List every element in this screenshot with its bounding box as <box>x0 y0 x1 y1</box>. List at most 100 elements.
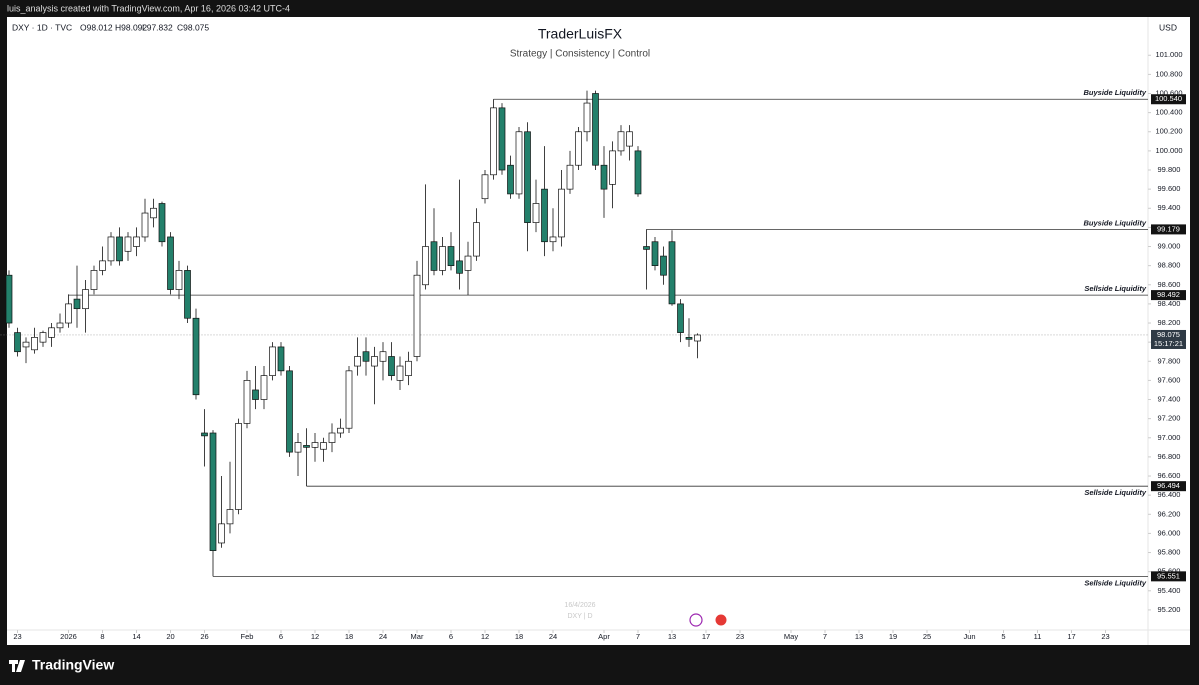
y-tick-label: 100.800 <box>1155 69 1182 78</box>
candle-body <box>447 246 455 266</box>
chart-subtitle: Strategy | Consistency | Control <box>510 49 650 60</box>
y-tick-label: 101.000 <box>1155 50 1182 59</box>
candle-body <box>685 337 693 340</box>
candle-body <box>549 236 557 243</box>
x-tick-label: 11 <box>1034 632 1042 641</box>
candle-body <box>192 317 200 396</box>
candle-body <box>490 107 497 176</box>
event-icon[interactable] <box>689 613 703 627</box>
candle-body <box>56 322 64 329</box>
candle-body <box>286 370 293 453</box>
level-label: Sellside Liquidity <box>1084 284 1147 293</box>
candle-body <box>150 207 157 219</box>
candle-body <box>524 131 531 223</box>
candle-body <box>201 432 208 437</box>
candle-body <box>668 241 676 305</box>
y-tick-label: 100.600 <box>1155 88 1182 97</box>
candle-body <box>209 432 217 551</box>
level-price-box <box>1151 571 1186 582</box>
candle-body <box>379 351 387 362</box>
x-tick-label: 24 <box>549 632 557 641</box>
x-tick-label: 14 <box>132 632 140 641</box>
candle-body <box>320 442 327 450</box>
candle-body <box>600 164 608 190</box>
candle-body <box>541 188 548 243</box>
candle-body <box>609 150 616 185</box>
level-price-box <box>1151 94 1186 105</box>
candle-body <box>226 509 234 525</box>
candle-body <box>660 255 667 276</box>
candle-body <box>532 203 540 223</box>
candle-body <box>337 427 344 434</box>
x-tick-label: 12 <box>311 632 319 641</box>
candle-body <box>31 337 38 351</box>
candle-body <box>362 351 370 362</box>
y-tick-label: 99.800 <box>1158 165 1181 174</box>
candle-body <box>73 298 81 310</box>
candle-body <box>303 445 310 448</box>
x-tick-label: 6 <box>449 632 453 641</box>
candle-body <box>22 341 30 348</box>
level-price-box <box>1151 224 1186 235</box>
chart-title: TraderLuisFX <box>538 26 623 42</box>
credit: luis_analysis created with TradingView.c… <box>7 3 290 13</box>
candle-body <box>498 107 506 171</box>
x-tick-label: 13 <box>668 632 676 641</box>
x-tick-label: 18 <box>515 632 523 641</box>
y-tick-label: 97.600 <box>1158 375 1181 384</box>
x-tick-label: 25 <box>923 632 931 641</box>
last-price-label: 98.075 <box>1157 330 1180 339</box>
candle-body <box>651 241 659 266</box>
level-label: Sellside Liquidity <box>1084 578 1147 587</box>
countdown: 15:17:21 <box>1154 339 1183 348</box>
candle-body <box>634 150 642 195</box>
level-price-box <box>1151 290 1186 301</box>
brand-logo <box>9 660 25 672</box>
y-tick-label: 96.000 <box>1158 528 1181 537</box>
candle-body <box>388 356 395 376</box>
level-price-label: 95.551 <box>1157 571 1180 580</box>
candle-body <box>328 432 336 443</box>
currency: USD <box>1159 22 1177 32</box>
x-tick-label: 13 <box>855 632 863 641</box>
candle-body <box>269 346 276 376</box>
candle-body <box>235 423 242 510</box>
candle-body <box>260 375 268 400</box>
y-tick-label: 98.600 <box>1158 280 1181 289</box>
x-tick-label: 7 <box>636 632 640 641</box>
candle-body <box>116 236 123 262</box>
y-tick-label: 97.000 <box>1158 433 1181 442</box>
level-label: Buyside Liquidity <box>1083 88 1146 97</box>
candle-body <box>141 212 149 238</box>
y-tick-label: 99.000 <box>1158 242 1181 251</box>
candle-body <box>575 131 582 166</box>
event-icon[interactable] <box>714 613 728 627</box>
candle-body <box>5 274 13 324</box>
level-price-label: 99.179 <box>1157 224 1180 233</box>
candle-body <box>65 303 72 324</box>
x-tick-label: 24 <box>379 632 387 641</box>
candle-body <box>124 236 132 252</box>
candle-body <box>294 442 302 453</box>
x-tick-label: 12 <box>481 632 489 641</box>
level-price-label: 100.540 <box>1155 94 1182 103</box>
y-tick-label: 96.800 <box>1158 452 1181 461</box>
candle-body <box>456 260 463 274</box>
x-tick-label: 23 <box>13 632 21 641</box>
y-tick-label: 100.000 <box>1155 146 1182 155</box>
candle-body <box>583 102 591 133</box>
x-tick-label: 23 <box>736 632 744 641</box>
y-tick-label: 100.400 <box>1155 108 1182 117</box>
y-tick-label: 99.400 <box>1158 203 1181 212</box>
ohlc-low: L97.832 <box>142 22 173 32</box>
x-tick-label: 23 <box>1101 632 1109 641</box>
y-tick-label: 95.600 <box>1158 567 1181 576</box>
symbol: DXY · 1D · TVC <box>12 22 72 32</box>
candle-body <box>354 356 361 367</box>
level-price-box <box>1151 481 1186 492</box>
x-tick-label: 20 <box>166 632 174 641</box>
y-tick-label: 96.600 <box>1158 471 1181 480</box>
candle-body <box>592 93 599 166</box>
level-label: Buyside Liquidity <box>1083 218 1146 227</box>
